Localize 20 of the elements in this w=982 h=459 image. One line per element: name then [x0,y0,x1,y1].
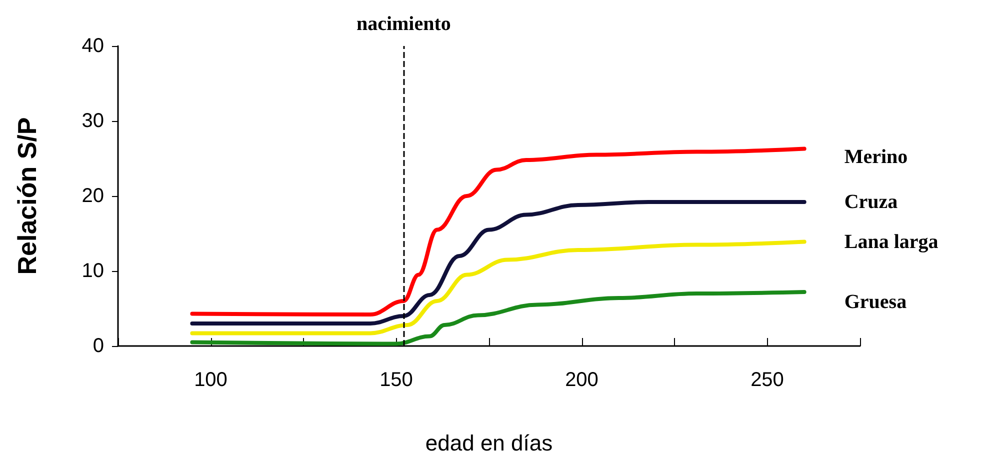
x-tick-label: 250 [750,369,784,391]
ref-line-label: nacimiento [356,13,451,35]
y-tick-label: 20 [82,185,104,207]
y-tick-label: 30 [82,110,104,132]
x-tick-label: 200 [565,369,598,391]
y-tick-label: 10 [82,260,104,282]
y-tick-label: 40 [82,35,104,57]
series-label: Lana larga [844,230,938,253]
line-series [190,146,806,316]
line-series [190,290,806,346]
line-series [190,200,806,326]
series-label: Cruza [844,191,898,213]
y-tick-label: 0 [92,335,104,357]
x-tick-label: 150 [380,369,413,391]
x-tick-label: 100 [194,369,228,391]
text: Merino [844,146,908,168]
line-series [190,240,806,336]
x-axis-title: edad en días [425,430,553,456]
text: Gruesa [844,291,907,313]
y-axis-title: Relación S/P [12,117,42,275]
